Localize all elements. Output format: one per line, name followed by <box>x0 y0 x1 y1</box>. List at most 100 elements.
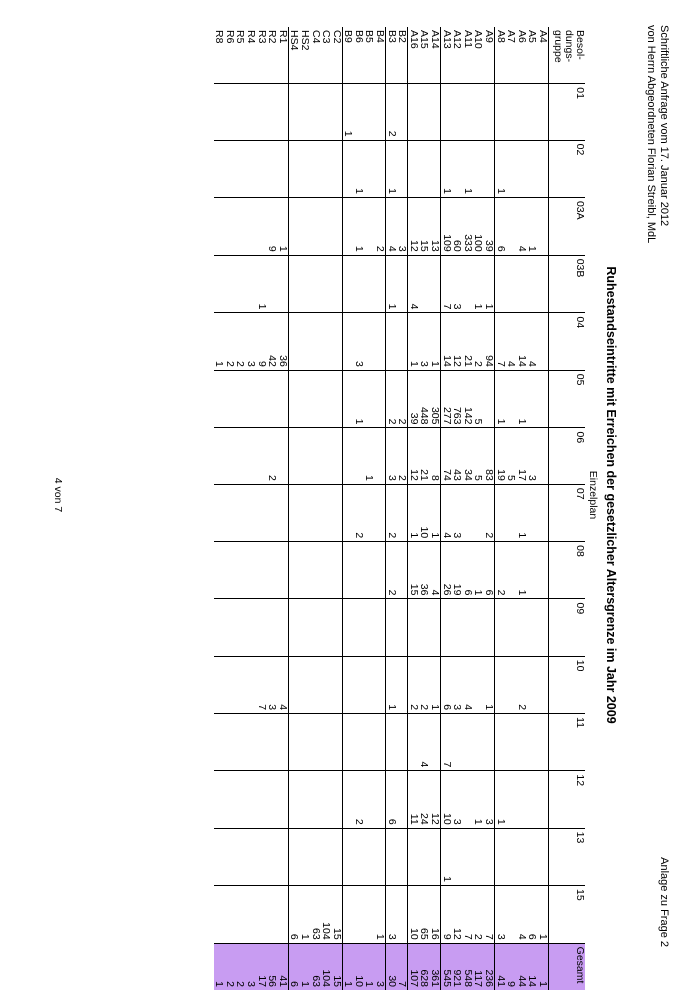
group-cell: R8 <box>213 30 225 44</box>
value-cell: 2 <box>418 656 430 714</box>
value-cell <box>320 370 332 428</box>
value-cell: 63 <box>309 885 321 944</box>
col-header: 01 <box>548 83 585 141</box>
value-cell: 2 <box>472 312 484 371</box>
value-cell <box>299 370 310 428</box>
value-cell: 6 <box>385 770 397 829</box>
value-cell <box>483 598 495 657</box>
group-cell: R5 <box>234 30 246 44</box>
table-row: R2 9 42 2 3 56 <box>266 27 278 990</box>
value-cell <box>342 255 354 313</box>
value-cell <box>342 197 354 256</box>
value-cell <box>213 484 225 542</box>
value-cell <box>299 598 310 657</box>
value-cell: 2 <box>234 312 246 371</box>
value-cell: 1 <box>472 541 484 599</box>
value-cell <box>374 484 386 542</box>
value-cell: 100 <box>472 197 484 256</box>
value-cell: 1 <box>494 770 506 829</box>
value-cell <box>342 484 354 542</box>
group-cell: A6 <box>516 30 527 43</box>
value-cell <box>213 370 225 428</box>
table-row: A15153448211036242465628 <box>418 27 430 990</box>
value-cell: 39 <box>407 370 419 428</box>
value-cell: 1 <box>385 656 397 714</box>
value-cell: 1 <box>429 656 441 714</box>
value-cell <box>299 312 310 371</box>
group-cell: C2 <box>331 27 343 84</box>
inquiry-header: Schriftliche Anfrage vom 17. Januar 2012… <box>644 25 670 243</box>
group-cell: B9 <box>342 30 354 43</box>
total-cell: 7 <box>396 943 408 990</box>
value-cell <box>537 713 549 771</box>
value-cell: 3 <box>385 885 397 944</box>
value-cell: 1 <box>537 885 549 944</box>
value-cell <box>505 484 517 542</box>
value-cell <box>440 598 452 657</box>
value-cell: 1 <box>407 484 419 542</box>
value-cell: 15 <box>331 885 343 944</box>
value-cell: 3 <box>245 312 256 371</box>
value-cell <box>472 598 484 657</box>
value-cell <box>363 484 375 542</box>
table-row: A16 12 4 1 39 12 1 15 2 11 10 107 <box>407 27 419 990</box>
value-cell <box>342 370 354 428</box>
value-cell: 1 <box>440 828 452 886</box>
table-row: B611312210 <box>353 27 364 990</box>
value-cell <box>353 598 364 657</box>
value-cell <box>537 598 549 657</box>
table-row: A6414117112444 <box>516 27 527 990</box>
value-cell <box>494 656 506 714</box>
value-cell: 12 <box>407 427 419 485</box>
value-cell <box>342 713 354 771</box>
value-cell <box>245 255 256 313</box>
value-cell: 2 <box>224 312 235 371</box>
value-cell: 65 <box>418 885 430 944</box>
col-header: 15 <box>548 885 585 944</box>
value-cell: 4 <box>407 255 419 313</box>
value-cell <box>299 427 310 485</box>
value-cell <box>288 197 300 256</box>
value-cell <box>224 656 235 714</box>
value-cell: 19 <box>494 427 506 485</box>
value-cell <box>255 885 267 944</box>
group-cell: HS2 <box>299 30 310 51</box>
value-cell: 1 <box>277 197 289 256</box>
value-cell <box>266 484 278 542</box>
value-cell <box>299 770 310 829</box>
value-cell <box>374 828 386 886</box>
group-cell: A12 <box>451 30 463 49</box>
group-cell: HS4 <box>288 30 300 51</box>
value-cell <box>309 484 321 542</box>
value-cell <box>266 713 278 771</box>
value-cell: 2 <box>374 197 386 256</box>
value-cell <box>353 255 364 313</box>
value-cell <box>277 427 289 485</box>
value-cell: 11 <box>407 770 419 829</box>
value-cell: 4 <box>385 197 397 256</box>
value-cell: 10 <box>418 484 430 542</box>
value-cell <box>234 656 246 714</box>
value-cell <box>451 713 463 771</box>
value-cell <box>429 83 441 141</box>
value-cell <box>472 828 484 886</box>
value-cell: 74 <box>440 427 452 485</box>
value-cell <box>266 598 278 657</box>
value-cell <box>255 541 267 599</box>
value-cell <box>213 885 225 944</box>
total-cell: 44 <box>516 943 527 990</box>
value-cell: 109 <box>440 197 452 256</box>
value-cell <box>505 140 517 198</box>
value-cell <box>309 598 321 657</box>
value-cell: 6 <box>462 541 473 599</box>
group-cell: R1 <box>277 27 289 84</box>
total-cell: 2 <box>224 943 235 990</box>
value-cell <box>309 828 321 886</box>
value-cell <box>472 713 484 771</box>
value-cell: 1 <box>483 656 495 714</box>
value-cell <box>255 427 267 485</box>
group-cell: A8 <box>494 30 506 43</box>
value-cell: 1 <box>494 370 506 428</box>
value-cell <box>224 885 235 944</box>
